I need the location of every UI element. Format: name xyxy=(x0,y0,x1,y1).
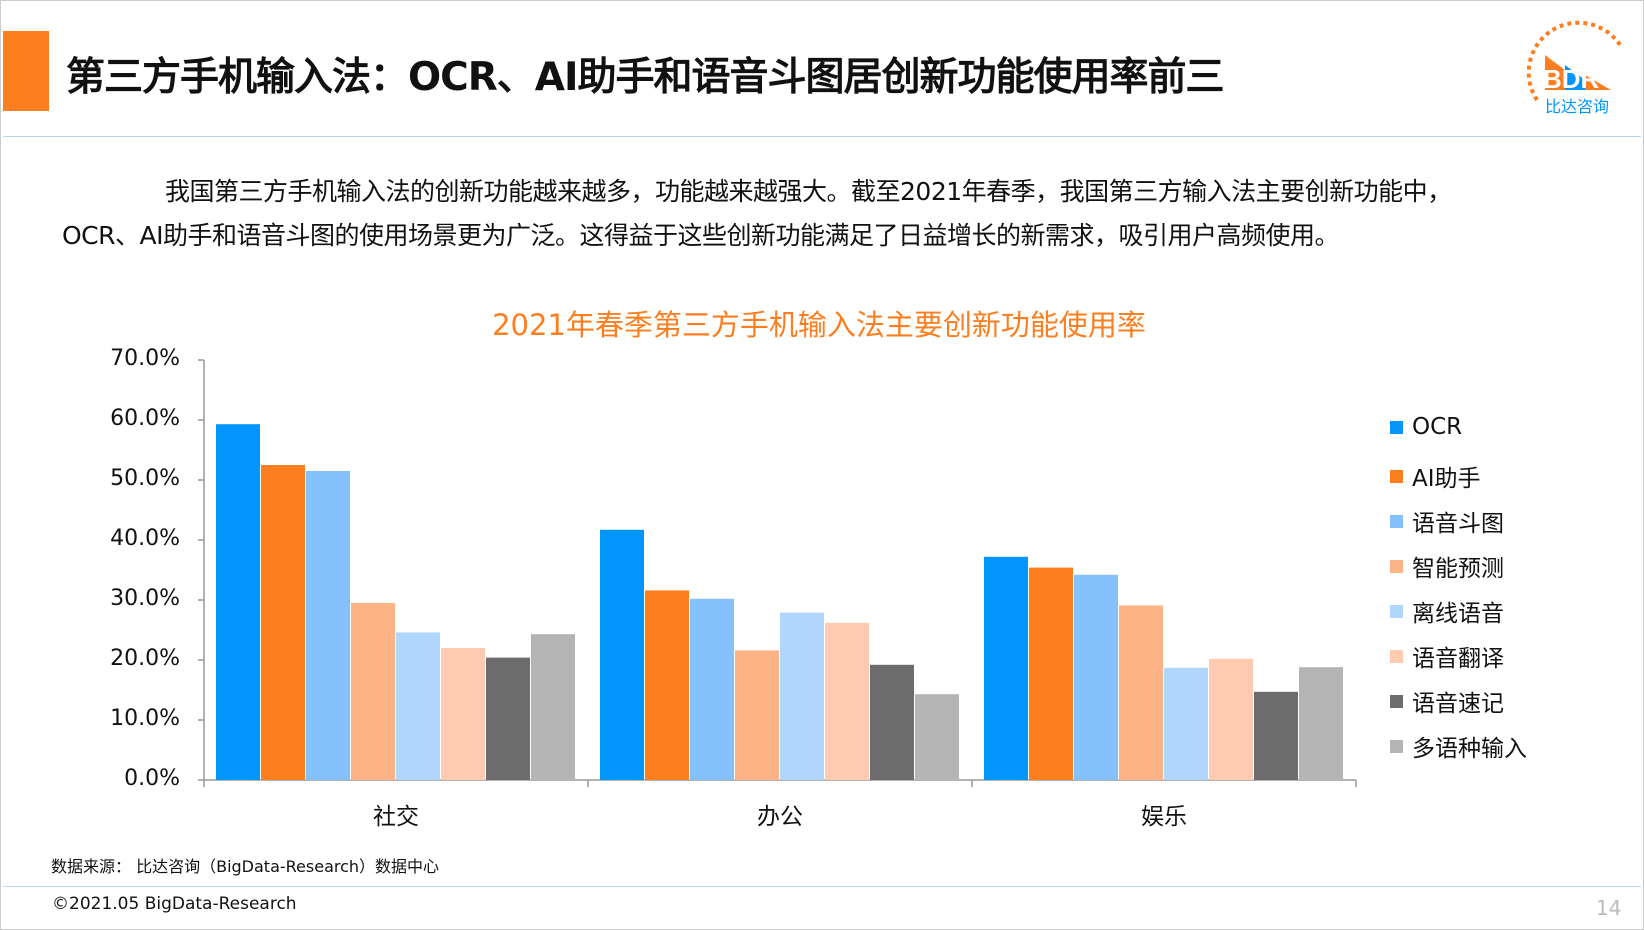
legend-label: 离线语音 xyxy=(1412,601,1504,627)
bar-2-0 xyxy=(984,556,1028,780)
intro-line-2: OCR、AI助手和语音斗图的使用场景更为广泛。这得益于这些创新功能满足了日益增长… xyxy=(62,221,1339,250)
chart-title-text: 2021年春季第三方手机输入法主要创新功能使用率 xyxy=(492,308,1146,342)
y-tick-label: 40.0% xyxy=(110,526,180,551)
legend-item: 离线语音 xyxy=(1390,594,1504,628)
legend-swatch xyxy=(1390,694,1403,708)
bar-2-5 xyxy=(1209,658,1253,780)
bar-0-1 xyxy=(261,465,305,780)
svg-text:比达咨询: 比达咨询 xyxy=(1545,97,1609,116)
category-label: 办公 xyxy=(757,804,803,830)
bar-2-1 xyxy=(1029,567,1073,780)
legend-label: OCR xyxy=(1412,414,1463,440)
data-source: 数据来源： 比达咨询（BigData-Research）数据中心 xyxy=(51,857,440,876)
legend-item: AI助手 xyxy=(1390,459,1481,493)
y-tick-label: 20.0% xyxy=(110,646,180,671)
bar-2-2 xyxy=(1074,574,1118,780)
legend-label: AI助手 xyxy=(1412,466,1481,492)
page-number: 14 xyxy=(1596,896,1622,920)
title-accent-bar xyxy=(3,31,49,111)
legend-item: 多语种输入 xyxy=(1390,729,1527,763)
footer-divider xyxy=(3,886,1641,887)
bar-1-0 xyxy=(600,529,644,780)
bar-2-3 xyxy=(1119,605,1163,780)
legend-item: 智能预测 xyxy=(1390,549,1504,583)
category-label: 娱乐 xyxy=(1141,804,1187,830)
legend-swatch xyxy=(1390,514,1403,528)
bar-0-2 xyxy=(306,471,350,780)
bar-1-7 xyxy=(915,694,959,780)
legend-label: 多语种输入 xyxy=(1412,736,1527,762)
legend-swatch xyxy=(1390,469,1403,483)
bar-0-6 xyxy=(486,657,530,780)
legend-label: 语音速记 xyxy=(1412,691,1504,717)
y-tick-label: 30.0% xyxy=(110,586,180,611)
legend-swatch xyxy=(1390,559,1403,573)
y-tick-label: 0.0% xyxy=(124,766,180,791)
page-title: 第三方手机输入法：OCR、AI助手和语音斗图居创新功能使用率前三 xyxy=(66,55,1225,100)
copyright: ©2021.05 BigData-Research xyxy=(52,894,297,914)
legend-item: 语音速记 xyxy=(1390,684,1504,718)
bar-2-4 xyxy=(1164,667,1208,780)
bar-0-4 xyxy=(396,632,440,780)
bar-0-7 xyxy=(531,634,575,780)
legend-swatch xyxy=(1390,649,1403,663)
intro-line-1: 我国第三方手机输入法的创新功能越来越多，功能越来越强大。截至2021年春季，我国… xyxy=(165,177,1452,206)
legend-label: 语音斗图 xyxy=(1412,511,1504,537)
bar-1-2 xyxy=(690,598,734,780)
legend-item: 语音翻译 xyxy=(1390,639,1504,673)
legend-swatch xyxy=(1390,739,1403,753)
bar-1-1 xyxy=(645,590,689,780)
bar-1-4 xyxy=(780,612,824,780)
svg-text:BDR: BDR xyxy=(1543,64,1600,94)
legend-item: 语音斗图 xyxy=(1390,504,1504,538)
y-tick-label: 70.0% xyxy=(110,346,180,371)
legend-swatch xyxy=(1390,420,1403,434)
legend-label: 智能预测 xyxy=(1412,556,1504,582)
y-tick-label: 10.0% xyxy=(110,706,180,731)
bar-0-5 xyxy=(441,648,485,780)
legend-swatch xyxy=(1390,604,1403,618)
bdr-logo: BDR 比达咨询 xyxy=(1526,20,1622,116)
category-label: 社交 xyxy=(373,804,419,830)
bar-0-3 xyxy=(351,603,395,780)
bar-1-3 xyxy=(735,650,779,780)
legend-label: 语音翻译 xyxy=(1412,646,1504,672)
bar-0-0 xyxy=(216,424,260,780)
legend-item: OCR xyxy=(1390,414,1462,440)
header-divider xyxy=(3,136,1641,137)
bar-2-6 xyxy=(1254,691,1298,780)
y-tick-label: 60.0% xyxy=(110,406,180,431)
y-tick-label: 50.0% xyxy=(110,466,180,491)
chart-title: 2021年春季第三方手机输入法主要创新功能使用率 xyxy=(0,302,1644,344)
bar-2-7 xyxy=(1299,667,1343,780)
bar-1-6 xyxy=(870,664,914,780)
bar-1-5 xyxy=(825,622,869,780)
